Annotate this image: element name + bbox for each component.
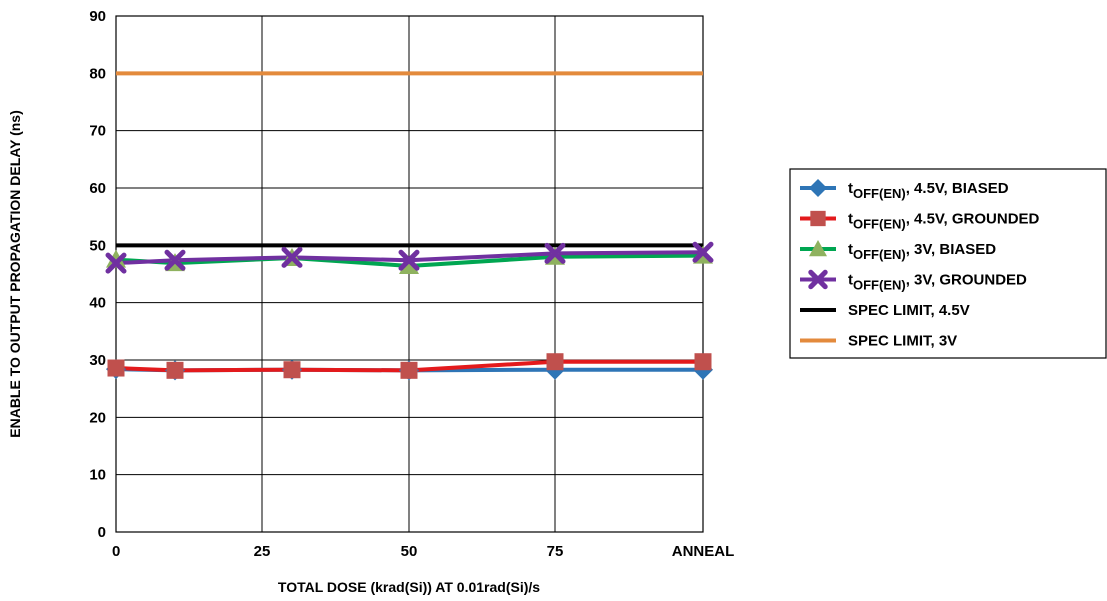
data-point-square <box>546 353 564 371</box>
x-tick-label: 75 <box>547 543 564 560</box>
y-tick-label: 70 <box>89 123 106 140</box>
data-point-square <box>107 359 125 377</box>
series-lines <box>115 71 704 373</box>
y-tick-label: 60 <box>89 180 106 197</box>
legend-box <box>789 168 1107 359</box>
y-tick-label: 90 <box>89 8 106 25</box>
legend-label: tOFF(EN), 4.5V, BIASED <box>848 180 1009 201</box>
series-line <box>115 250 704 266</box>
y-axis-title: ENABLE TO OUTPUT PROPAGATION DELAY (ns) <box>7 110 23 437</box>
data-point-x <box>105 252 127 274</box>
y-tick-label: 80 <box>89 65 106 82</box>
x-tick-labels: 0 25 50 75 ANNEAL <box>112 543 734 560</box>
data-point-triangle <box>106 249 126 268</box>
data-point-square <box>283 361 301 379</box>
x-tick-label: ANNEAL <box>672 543 735 560</box>
x-tick-label: 50 <box>401 543 418 560</box>
data-point-x <box>692 241 714 263</box>
data-point-square <box>810 210 826 227</box>
data-point-diamond <box>809 179 827 197</box>
legend-label: SPEC LIMIT, 4.5V <box>848 302 970 319</box>
legend-item: tOFF(EN), 4.5V, BIASED <box>800 179 1009 201</box>
series-line <box>115 359 703 373</box>
data-point-square <box>166 361 184 379</box>
legend-label: tOFF(EN), 3V, BIASED <box>848 241 996 262</box>
y-tick-label: 20 <box>89 409 106 426</box>
x-axis-title: TOTAL DOSE (krad(Si)) AT 0.01rad(Si)/s <box>278 579 540 595</box>
legend-label: tOFF(EN), 4.5V, GROUNDED <box>848 211 1040 232</box>
legend: tOFF(EN), 4.5V, BIASED tOFF(EN), 4.5V, GR… <box>789 168 1107 359</box>
x-tick-label: 0 <box>112 543 120 560</box>
plot-frame <box>115 15 704 533</box>
data-point-x <box>544 242 566 264</box>
grid <box>115 15 704 533</box>
y-tick-labels: 0 10 20 30 40 50 60 70 80 90 <box>89 8 106 541</box>
y-tick-label: 40 <box>89 295 106 312</box>
y-tick-label: 30 <box>89 352 106 369</box>
data-point-x <box>281 246 303 268</box>
data-point-triangle <box>399 255 419 274</box>
data-point-x <box>164 249 186 271</box>
series-markers <box>105 241 714 381</box>
legend-label: SPEC LIMIT, 3V <box>848 333 957 350</box>
y-tick-label: 10 <box>89 467 106 484</box>
data-point-square <box>400 361 418 379</box>
data-point-square <box>694 353 712 371</box>
legend-item: tOFF(EN), 3V, BIASED <box>800 240 996 262</box>
legend-item: SPEC LIMIT, 4.5V <box>800 302 970 319</box>
data-point-x <box>808 269 828 290</box>
x-tick-label: 25 <box>254 543 271 560</box>
y-tick-label: 0 <box>98 524 106 541</box>
legend-item: SPEC LIMIT, 3V <box>800 333 957 350</box>
data-point-x <box>398 249 420 271</box>
data-point-triangle <box>809 240 827 257</box>
legend-label: tOFF(EN), 3V, GROUNDED <box>848 272 1027 293</box>
y-tick-label: 50 <box>89 237 106 254</box>
legend-item: tOFF(EN), 4.5V, GROUNDED <box>800 211 1040 232</box>
legend-item: tOFF(EN), 3V, GROUNDED <box>800 269 1027 293</box>
